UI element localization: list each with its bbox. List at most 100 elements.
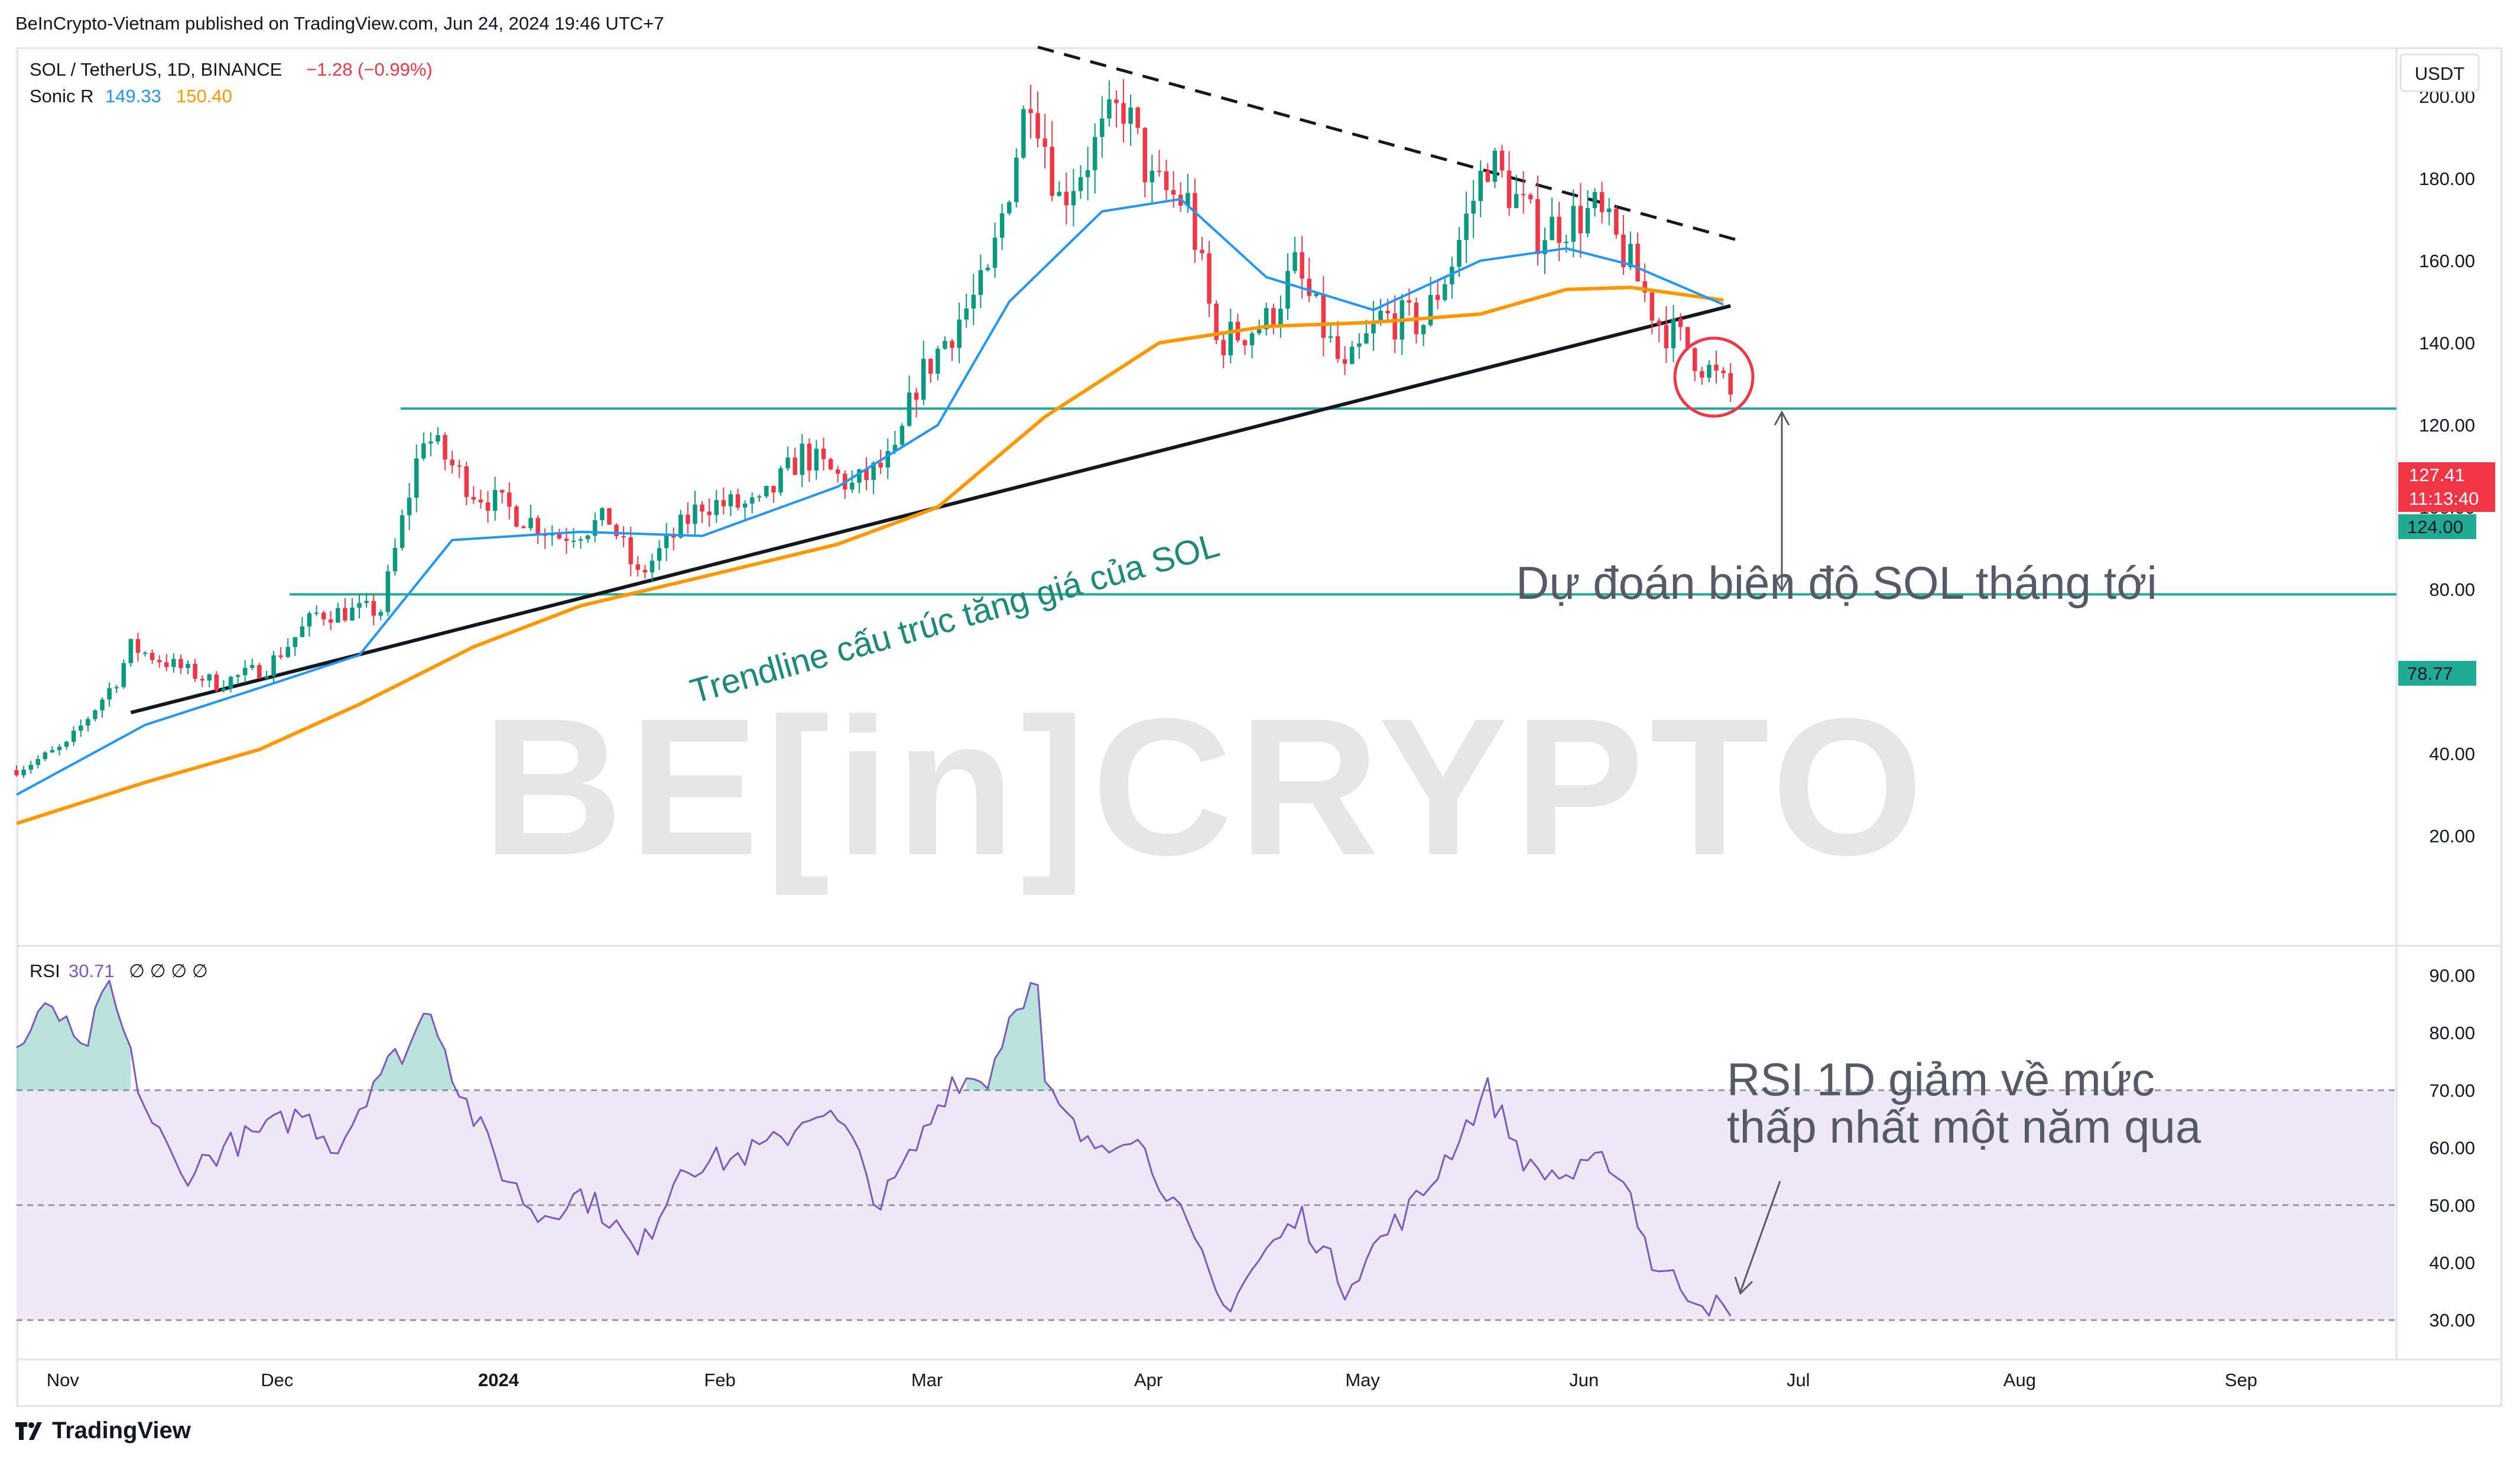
candles-layer[interactable] [14, 79, 1733, 778]
candle-body[interactable] [557, 534, 562, 539]
candle-body[interactable] [756, 496, 762, 498]
candle-body[interactable] [943, 340, 947, 349]
candle-body[interactable] [600, 508, 605, 520]
candle-body[interactable] [1599, 192, 1605, 212]
candle-body[interactable] [1693, 348, 1697, 371]
candle-body[interactable] [93, 710, 98, 719]
candle-body[interactable] [428, 441, 433, 444]
candle-body[interactable] [936, 348, 940, 374]
candle-body[interactable] [778, 468, 783, 493]
candle-body[interactable] [1664, 325, 1669, 349]
candle-body[interactable] [350, 608, 355, 621]
candle-body[interactable] [1671, 319, 1676, 349]
candle-body[interactable] [1121, 103, 1126, 124]
candle-body[interactable] [478, 499, 483, 502]
candle-body[interactable] [992, 238, 998, 268]
candle-body[interactable] [300, 626, 305, 637]
candle-body[interactable] [242, 667, 248, 676]
candle-body[interactable] [50, 750, 55, 752]
candle-body[interactable] [964, 308, 969, 320]
candle-body[interactable] [1464, 213, 1469, 240]
candle-body[interactable] [928, 359, 933, 374]
candle-body[interactable] [443, 434, 447, 460]
candle-body[interactable] [528, 518, 533, 528]
candle-body[interactable] [1221, 340, 1226, 356]
candle-body[interactable] [278, 655, 283, 657]
candle-body[interactable] [999, 213, 1005, 238]
candle-body[interactable] [828, 459, 833, 470]
candle-body[interactable] [871, 462, 876, 480]
candle-body[interactable] [285, 647, 290, 657]
candle-body[interactable] [71, 731, 76, 742]
candle-body[interactable] [700, 504, 704, 512]
candle-body[interactable] [221, 688, 226, 691]
candle-body[interactable] [664, 534, 669, 549]
candle-body[interactable] [1521, 194, 1526, 196]
candle-body[interactable] [1107, 99, 1112, 119]
tradingview-footer[interactable]: TradingView [15, 1417, 191, 1444]
candle-body[interactable] [978, 270, 983, 295]
candle-body[interactable] [921, 359, 926, 400]
candle-body[interactable] [1450, 267, 1454, 284]
candle-body[interactable] [86, 719, 90, 726]
candle-body[interactable] [293, 637, 298, 647]
candle-body[interactable] [1542, 240, 1547, 254]
candle-body[interactable] [314, 612, 319, 614]
candle-body[interactable] [1528, 194, 1533, 200]
candle-body[interactable] [1249, 333, 1255, 346]
candle-body[interactable] [564, 539, 569, 541]
candle-body[interactable] [907, 392, 912, 426]
candle-body[interactable] [357, 603, 362, 608]
candle-body[interactable] [1364, 333, 1369, 343]
candle-body[interactable] [28, 765, 33, 770]
candle-body[interactable] [1193, 193, 1197, 250]
candle-body[interactable] [257, 665, 262, 679]
candle-body[interactable] [150, 653, 155, 660]
candle-body[interactable] [193, 664, 197, 679]
candle-body[interactable] [207, 674, 212, 681]
candle-body[interactable] [550, 534, 555, 536]
candle-body[interactable] [392, 547, 398, 572]
candle-body[interactable] [414, 458, 419, 498]
candle-body[interactable] [1186, 193, 1190, 206]
candle-body[interactable] [1092, 137, 1097, 170]
candle-body[interactable] [521, 526, 526, 528]
candle-body[interactable] [1300, 252, 1304, 279]
candle-body[interactable] [450, 459, 454, 466]
candle-body[interactable] [1385, 310, 1390, 314]
candle-body[interactable] [1642, 281, 1647, 293]
candle-body[interactable] [728, 494, 733, 507]
candle-body[interactable] [1085, 170, 1090, 177]
candle-body[interactable] [1171, 190, 1176, 195]
candle-body[interactable] [650, 560, 655, 573]
candle-body[interactable] [1700, 371, 1704, 378]
candle-body[interactable] [1471, 200, 1476, 214]
candle-body[interactable] [1035, 113, 1040, 139]
candle-body[interactable] [1335, 336, 1340, 359]
candle-body[interactable] [621, 536, 626, 538]
candle-body[interactable] [14, 770, 19, 776]
candle-body[interactable] [514, 507, 519, 527]
candle-body[interactable] [593, 520, 597, 536]
candle-body[interactable] [1135, 107, 1140, 128]
candle-body[interactable] [492, 489, 498, 511]
candle-body[interactable] [1371, 321, 1376, 334]
candle-body[interactable] [899, 426, 905, 445]
candle-body[interactable] [35, 759, 40, 765]
candle-body[interactable] [1100, 118, 1105, 137]
candle-body[interactable] [764, 486, 769, 497]
candle-body[interactable] [186, 664, 190, 669]
candle-body[interactable] [264, 676, 269, 679]
candle-body[interactable] [164, 662, 169, 667]
candle-body[interactable] [43, 752, 48, 760]
candle-body[interactable] [1357, 343, 1362, 347]
candle-body[interactable] [785, 458, 790, 469]
candle-body[interactable] [1407, 300, 1412, 303]
candle-body[interactable] [1021, 109, 1026, 158]
legend-symbol[interactable]: SOL / TetherUS, 1D, BINANCE [30, 59, 282, 80]
candle-body[interactable] [421, 443, 426, 459]
rsi-legend-name[interactable]: RSI [30, 961, 60, 981]
candle-body[interactable] [1535, 199, 1540, 254]
candle-body[interactable] [571, 540, 576, 542]
